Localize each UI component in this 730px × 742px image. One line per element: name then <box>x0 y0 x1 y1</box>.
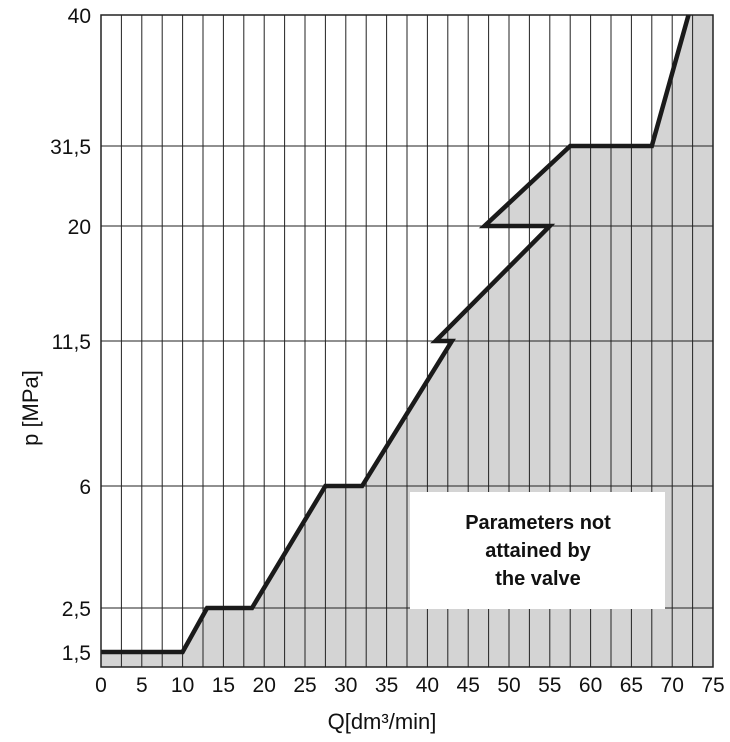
annotation-line-1: Parameters not <box>465 512 611 534</box>
x-axis-title: Q[dm³/min] <box>328 709 437 734</box>
limit-line <box>101 14 691 655</box>
x-tick-label: 50 <box>497 674 520 697</box>
annotation-line-3: the valve <box>495 568 581 590</box>
x-tick-label: 10 <box>171 674 194 697</box>
x-tick-label: 35 <box>375 674 398 697</box>
y-tick-label: 40 <box>68 5 91 28</box>
y-tick-label: 6 <box>79 476 91 499</box>
y-tick-label: 31,5 <box>50 136 91 159</box>
annotation-line-2: attained by <box>485 540 591 562</box>
y-axis-title: p [MPa] <box>18 370 43 446</box>
y-tick-label: 1,5 <box>62 642 91 665</box>
x-tick-label: 65 <box>620 674 643 697</box>
y-tick-label: 20 <box>68 216 91 239</box>
x-tick-label: 15 <box>212 674 235 697</box>
plot-frame <box>100 14 714 668</box>
x-tick-label: 20 <box>253 674 276 697</box>
y-tick-label: 2,5 <box>62 598 91 621</box>
x-tick-label: 55 <box>538 674 561 697</box>
y-tick-label: 11,5 <box>52 331 91 354</box>
x-tick-label: 45 <box>457 674 480 697</box>
x-tick-label: 0 <box>95 674 107 697</box>
x-tick-label: 75 <box>701 674 724 697</box>
x-tick-label: 5 <box>136 674 148 697</box>
x-tick-label: 25 <box>293 674 316 697</box>
x-tick-label: 70 <box>661 674 684 697</box>
x-tick-label: 30 <box>334 674 357 697</box>
x-tick-label: 60 <box>579 674 602 697</box>
annotation-box <box>410 492 665 609</box>
x-tick-label: 40 <box>416 674 439 697</box>
